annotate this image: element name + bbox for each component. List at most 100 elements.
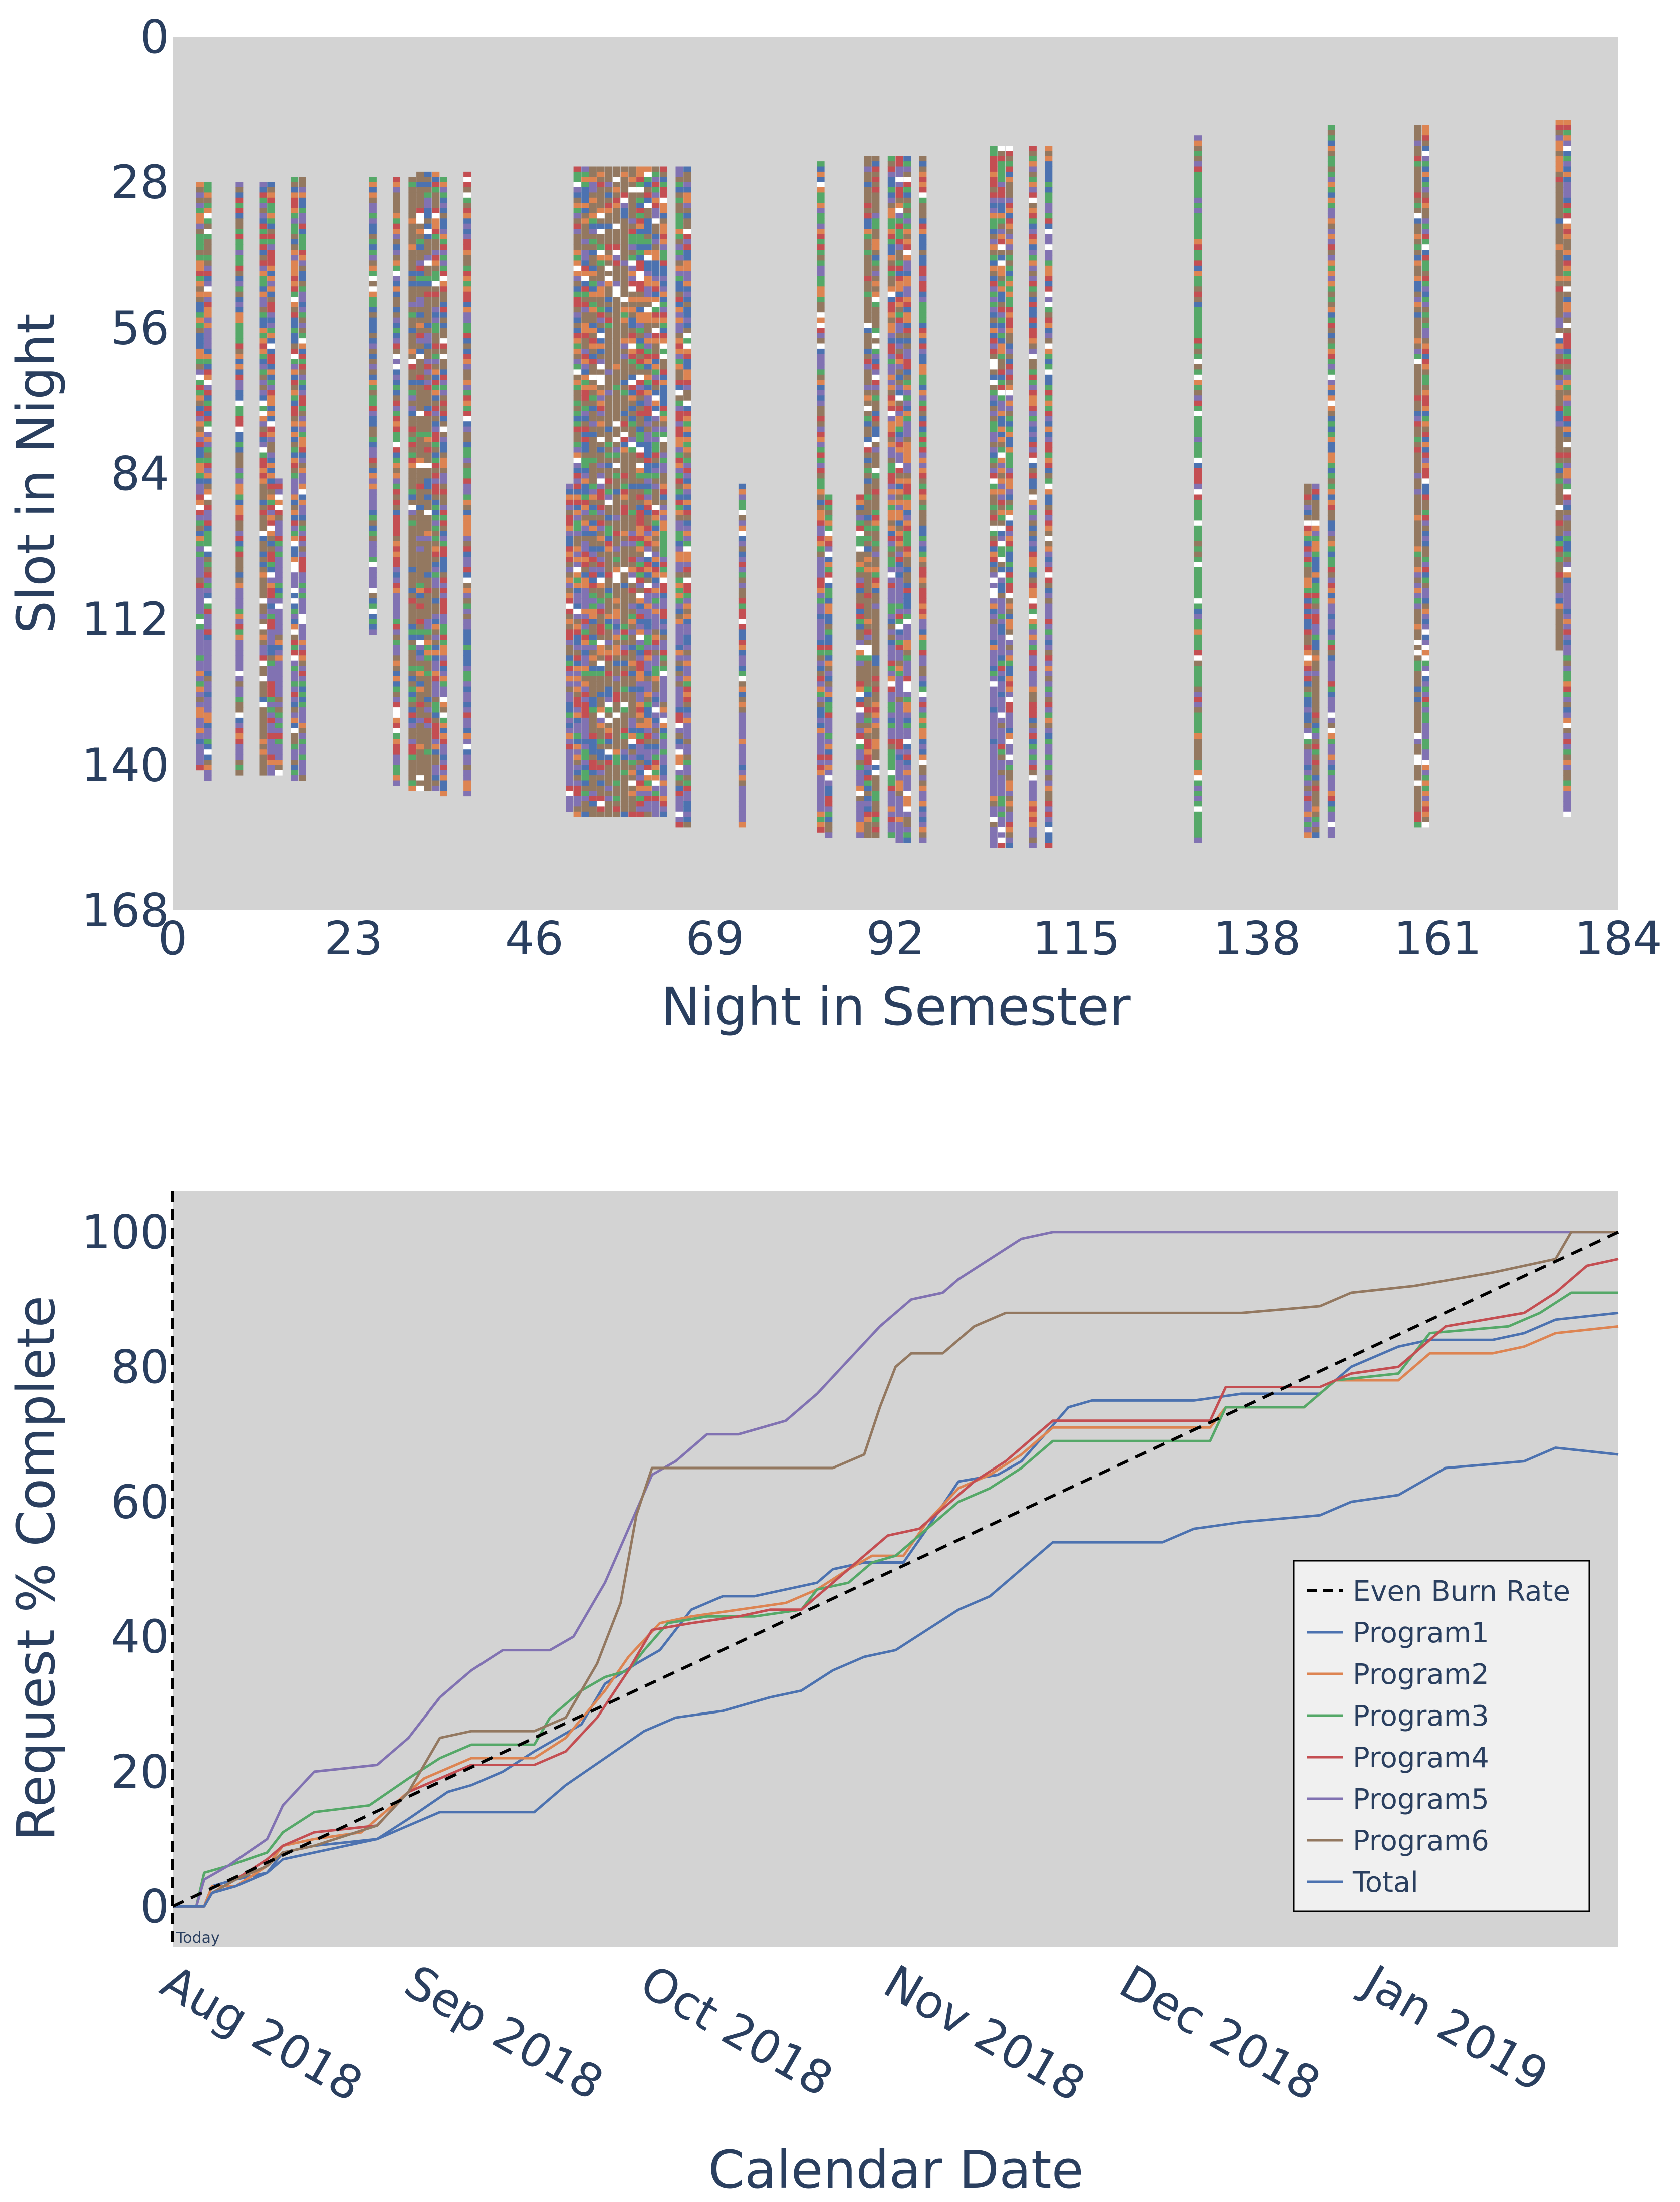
heatmap-cell bbox=[589, 197, 597, 203]
heatmap-cell bbox=[990, 400, 998, 406]
heatmap-cell bbox=[393, 473, 400, 479]
heatmap-cell bbox=[589, 775, 597, 781]
heatmap-cell bbox=[864, 255, 872, 261]
heatmap-cell bbox=[298, 712, 306, 718]
heatmap-cell bbox=[872, 271, 880, 276]
heatmap-cell bbox=[605, 390, 613, 396]
heatmap-cell bbox=[825, 629, 833, 635]
heatmap-cell bbox=[817, 775, 825, 781]
heatmap-cell bbox=[817, 692, 825, 697]
heatmap-cell bbox=[393, 286, 400, 292]
heatmap-cell bbox=[825, 520, 833, 526]
heatmap-cell bbox=[581, 374, 589, 380]
heatmap-cell bbox=[432, 182, 440, 188]
heatmap-cell bbox=[597, 505, 605, 511]
heatmap-cell bbox=[275, 733, 283, 739]
heatmap-cell bbox=[660, 801, 667, 807]
heatmap-cell bbox=[990, 577, 998, 583]
heatmap-cell bbox=[573, 520, 581, 526]
heatmap-cell bbox=[864, 244, 872, 251]
heatmap-cell bbox=[393, 380, 400, 385]
heatmap-cell bbox=[275, 531, 283, 537]
heatmap-cell bbox=[589, 739, 597, 745]
heatmap-cell bbox=[589, 588, 597, 594]
heatmap-cell bbox=[605, 255, 613, 261]
heatmap-cell bbox=[872, 686, 880, 692]
heatmap-cell bbox=[298, 614, 306, 620]
heatmap-cell bbox=[652, 806, 660, 812]
heatmap-cell bbox=[919, 531, 927, 537]
heatmap-cell bbox=[416, 541, 424, 547]
heatmap-cell bbox=[573, 234, 581, 240]
heatmap-cell bbox=[369, 369, 377, 375]
heatmap-cell bbox=[204, 255, 212, 261]
heatmap-cell bbox=[817, 473, 825, 479]
heatmap-cell bbox=[204, 765, 212, 771]
heatmap-cell bbox=[235, 192, 244, 198]
heatmap-cell bbox=[432, 531, 440, 537]
heatmap-cell bbox=[235, 411, 244, 417]
heatmap-cell bbox=[291, 338, 299, 344]
heatmap-cell bbox=[644, 629, 652, 635]
heatmap-cell bbox=[408, 728, 416, 734]
heatmap-cell bbox=[675, 739, 683, 745]
heatmap-cell bbox=[683, 754, 691, 760]
heatmap-cell bbox=[235, 432, 244, 437]
heatmap-cell bbox=[408, 478, 416, 484]
heatmap-cell bbox=[204, 608, 212, 614]
heatmap-cell bbox=[660, 354, 667, 360]
heatmap-cell bbox=[589, 395, 597, 401]
heatmap-cell bbox=[605, 811, 613, 817]
heatmap-cell bbox=[196, 686, 204, 692]
heatmap-cell bbox=[628, 380, 636, 385]
heatmap-cell bbox=[291, 463, 299, 469]
heatmap-cell bbox=[817, 515, 825, 521]
heatmap-cell bbox=[196, 411, 204, 417]
heatmap-cell bbox=[440, 369, 447, 375]
heatmap-cell bbox=[636, 562, 644, 568]
heatmap-cell bbox=[660, 380, 667, 385]
heatmap-cell bbox=[204, 416, 212, 422]
heatmap-cell bbox=[864, 302, 872, 308]
heatmap-cell bbox=[903, 749, 911, 755]
heatmap-cell bbox=[267, 302, 275, 308]
heatmap-cell bbox=[259, 369, 267, 375]
heatmap-cell bbox=[440, 525, 447, 531]
heatmap-cell bbox=[440, 463, 447, 469]
heatmap-cell bbox=[660, 400, 667, 406]
heatmap-cell bbox=[628, 577, 636, 583]
heatmap-cell bbox=[636, 728, 644, 734]
heatmap-cell bbox=[424, 744, 432, 750]
heatmap-cell bbox=[589, 717, 597, 723]
heatmap-cell bbox=[605, 338, 613, 344]
heatmap-cell bbox=[864, 432, 872, 437]
heatmap-cell bbox=[440, 265, 447, 271]
heatmap-cell bbox=[990, 338, 998, 344]
heatmap-cell bbox=[903, 229, 911, 234]
heatmap-cell bbox=[864, 281, 872, 287]
heatmap-cell bbox=[291, 739, 299, 745]
heatmap-cell bbox=[683, 650, 691, 656]
heatmap-cell bbox=[817, 686, 825, 692]
heatmap-cell bbox=[652, 536, 660, 542]
heatmap-cell bbox=[432, 432, 440, 437]
heatmap-cell bbox=[416, 343, 424, 349]
heatmap-cell bbox=[683, 265, 691, 271]
heatmap-cell bbox=[259, 760, 267, 765]
heatmap-cell bbox=[683, 770, 691, 776]
heatmap-cell bbox=[683, 260, 691, 266]
heatmap-cell bbox=[573, 760, 581, 765]
heatmap-cell bbox=[825, 692, 833, 697]
heatmap-cell bbox=[291, 452, 299, 458]
heatmap-cell bbox=[408, 598, 416, 604]
heatmap-cell bbox=[675, 531, 683, 537]
heatmap-cell bbox=[440, 348, 447, 354]
heatmap-cell bbox=[589, 749, 597, 755]
heatmap-cell bbox=[628, 796, 636, 802]
heatmap-cell bbox=[919, 390, 927, 396]
heatmap-cell bbox=[605, 166, 613, 172]
heatmap-cell bbox=[259, 531, 267, 537]
heatmap-cell bbox=[660, 811, 667, 817]
heatmap-cell bbox=[903, 510, 911, 516]
heatmap-cell bbox=[393, 749, 400, 755]
